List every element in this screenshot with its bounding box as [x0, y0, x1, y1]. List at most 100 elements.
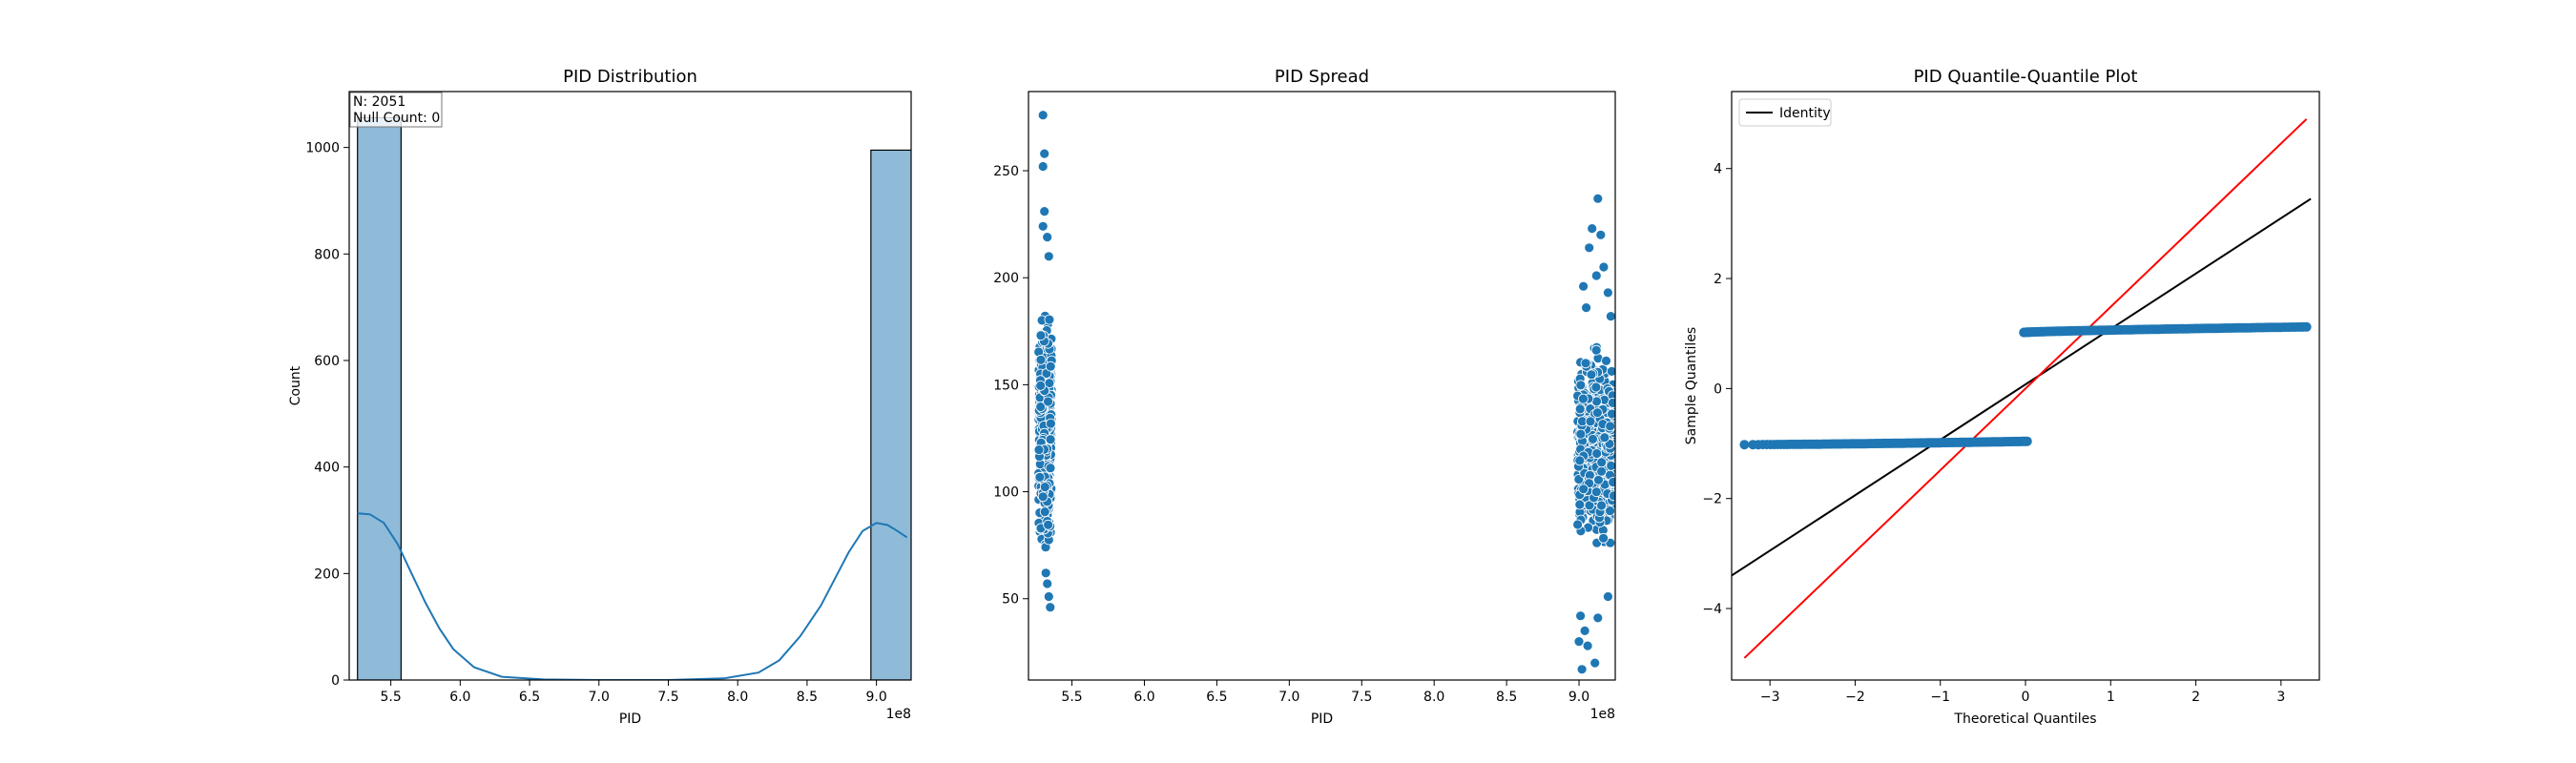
scatter-point — [1588, 433, 1598, 444]
scatter-point — [1037, 161, 1049, 172]
x-tick-label: 1 — [2107, 690, 2115, 705]
scatter-point — [1573, 636, 1585, 647]
scatter-point — [1599, 432, 1610, 443]
x-offset-label: 1e8 — [1590, 707, 1615, 722]
scatter-point — [1605, 505, 1615, 516]
y-tick-label: 4 — [1714, 162, 1722, 177]
histogram-bar — [357, 116, 402, 680]
scatter-point — [1590, 270, 1602, 281]
scatter-point — [1035, 354, 1047, 365]
scatter-point — [1608, 477, 1615, 487]
x-tick-label: −3 — [1760, 690, 1780, 705]
scatter-point — [1042, 232, 1053, 243]
x-tick-label: 9.0 — [866, 690, 887, 705]
scatter-point — [1578, 393, 1589, 404]
plot-area — [1033, 110, 1615, 675]
scatter-point — [1035, 380, 1047, 391]
y-tick-label: 200 — [993, 271, 1019, 286]
scatter-point — [1039, 206, 1050, 217]
scatter-point — [1037, 220, 1049, 232]
scatter-point — [1039, 148, 1050, 159]
chart-title: PID Distribution — [563, 67, 697, 87]
scatter-point — [1592, 193, 1604, 204]
scatter-point — [1603, 591, 1613, 602]
scatter-point — [1605, 421, 1615, 432]
scatter-point — [1596, 500, 1607, 511]
scatter-point — [1575, 380, 1587, 391]
scatter-point — [1034, 471, 1046, 483]
scatter-point — [1606, 311, 1615, 321]
x-tick-label: 2 — [2192, 690, 2200, 705]
y-tick-label: 0 — [1714, 382, 1722, 397]
x-tick-label: 7.0 — [1278, 690, 1299, 705]
scatter-point — [1598, 261, 1610, 273]
x-tick-label: 3 — [2276, 690, 2285, 705]
scatter-point — [1575, 428, 1587, 440]
scatter-point — [1574, 455, 1586, 466]
scatter-point — [1590, 486, 1602, 498]
y-tick-label: −4 — [1702, 602, 1722, 617]
x-axis-label: PID — [619, 711, 641, 727]
qq-point — [2301, 321, 2312, 332]
histogram-bar — [870, 149, 911, 680]
chart-panel-3: PID Quantile-Quantile Plot −3 −2 −1 0 1 2 3 −4 −2… — [1684, 67, 2320, 727]
chart-panel-2: PID Spread 5.5 6.0 6.5 7.0 7.5 8.0 8.5 9.0 50 100 1… — [993, 67, 1616, 727]
plot-area — [357, 116, 911, 680]
scatter-point — [1042, 578, 1053, 589]
scatter-point — [1589, 657, 1601, 669]
chart-title: PID Quantile-Quantile Plot — [1914, 67, 2138, 87]
x-tick-label: 7.5 — [1351, 690, 1372, 705]
x-tick-label: 7.5 — [657, 690, 678, 705]
legend-label: Identity — [1779, 106, 1831, 121]
scatter-point — [1579, 626, 1590, 636]
x-tick-label: 6.0 — [1133, 690, 1154, 705]
scatter-point — [1045, 602, 1056, 613]
qq-point — [1739, 440, 1750, 450]
x-tick-label: 6.5 — [519, 690, 540, 705]
x-tick-label: 5.5 — [380, 690, 401, 705]
scatter-point — [1606, 366, 1615, 377]
scatter-point — [1590, 344, 1602, 356]
scatter-point — [1043, 591, 1054, 602]
y-tick-label: −2 — [1702, 492, 1722, 507]
scatter-point — [1608, 398, 1615, 408]
scatter-point — [1591, 448, 1603, 459]
scatter-point — [1037, 491, 1049, 503]
x-tick-label: 7.0 — [589, 690, 610, 705]
scatter-point — [1580, 358, 1591, 369]
scatter-point — [1609, 490, 1615, 502]
x-offset-label: 1e8 — [886, 707, 911, 722]
scatter-point — [1039, 482, 1050, 493]
annotation-null-count: Null Count: 0 — [353, 111, 440, 126]
x-axis-label: PID — [1311, 711, 1333, 727]
annotation-n: N: 2051 — [353, 94, 405, 110]
y-tick-label: 400 — [314, 461, 340, 476]
scatter-point — [1574, 403, 1586, 415]
scatter-point — [1587, 223, 1598, 235]
y-tick-label: 2 — [1714, 272, 1722, 287]
scatter-point — [1040, 567, 1051, 579]
y-tick-label: 250 — [993, 164, 1019, 179]
x-tick-label: 8.5 — [1496, 690, 1517, 705]
scatter-point — [1033, 444, 1045, 456]
y-tick-label: 1000 — [305, 141, 340, 156]
scatter-point — [1598, 532, 1609, 544]
scatter-point — [1045, 463, 1056, 474]
scatter-point — [1585, 416, 1596, 427]
scatter-point — [1035, 330, 1047, 341]
x-tick-label: 9.0 — [1568, 690, 1589, 705]
plot-area — [1732, 118, 2312, 659]
scatter-point — [1592, 612, 1604, 624]
scatter-point — [1045, 434, 1056, 445]
scatter-point — [1593, 474, 1604, 485]
scatter-point — [1578, 280, 1589, 292]
x-tick-label: 6.5 — [1206, 690, 1227, 705]
x-tick-label: 0 — [2022, 690, 2030, 705]
chart-panel-1: PID Distribution 5.5 6.0 6.5 7.0 7.5 8.0 8.5 9.0… — [288, 67, 912, 727]
y-tick-label: 0 — [331, 673, 340, 689]
x-tick-label: 8.0 — [1423, 690, 1444, 705]
scatter-point — [1590, 382, 1602, 393]
identity-line — [1732, 197, 2312, 577]
